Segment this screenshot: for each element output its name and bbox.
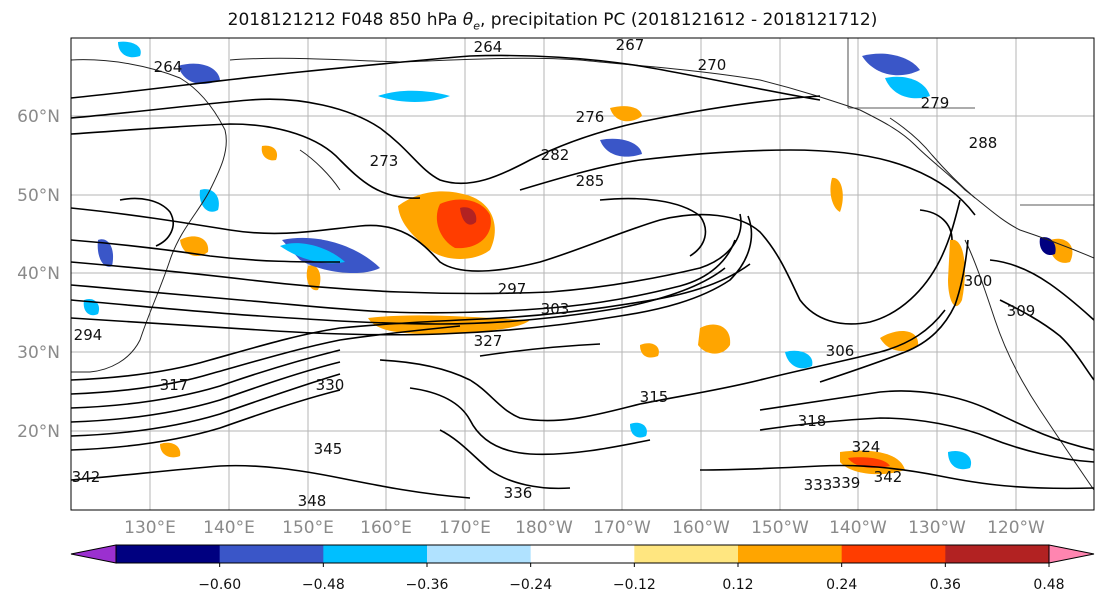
colorbar: −0.60 −0.48 −0.36 −0.24 −0.12 0.12 0.24 0.36 0.4… xyxy=(70,544,1095,593)
colorbar-extend-right xyxy=(1048,544,1095,564)
longitude-label: 120°W xyxy=(987,518,1045,538)
longitude-label: 130°W xyxy=(908,518,966,538)
map-title: 2018121212 F048 850 hPa θe, precipitatio… xyxy=(227,10,878,33)
latitude-labels: 60°N 50°N 40°N 30°N 20°N xyxy=(17,107,60,442)
longitude-label: 140°W xyxy=(829,518,887,538)
longitude-label: 130°E xyxy=(124,518,176,538)
contour-label: 306 xyxy=(826,342,855,360)
contour-label: 294 xyxy=(74,326,103,344)
contour-label: 288 xyxy=(969,134,998,152)
colorbar-tick-label: −0.24 xyxy=(509,577,552,593)
contour-label: 276 xyxy=(576,108,605,126)
map-content xyxy=(71,38,1094,510)
contour-label: 339 xyxy=(832,474,861,492)
colorbar-tick-label: 0.48 xyxy=(1033,577,1064,593)
contour-label-group: 264 264 267 270 273 276 279 282 285 288 294 297 300 3… xyxy=(72,36,1036,510)
colorbar-segment xyxy=(323,545,428,563)
latitude-label: 60°N xyxy=(17,107,60,127)
longitude-label: 170°E xyxy=(439,518,491,538)
contour-label: 264 xyxy=(474,38,503,56)
contour-label: 264 xyxy=(154,58,183,76)
gridlines xyxy=(71,38,1094,510)
latitude-label: 20°N xyxy=(17,422,60,442)
contour-label: 303 xyxy=(541,300,570,318)
contour-label: 345 xyxy=(314,440,343,458)
contour-label: 297 xyxy=(498,280,527,298)
contour-label: 327 xyxy=(474,332,503,350)
contour-label: 309 xyxy=(1007,302,1036,320)
contour-label: 270 xyxy=(698,56,727,74)
longitude-label: 170°W xyxy=(593,518,651,538)
theta-e-contours xyxy=(71,54,1094,499)
colorbar-tick-label: −0.12 xyxy=(613,577,656,593)
contour-label: 324 xyxy=(852,438,881,456)
colorbar-tick-label: −0.36 xyxy=(406,577,449,593)
contour-label: 279 xyxy=(921,94,950,112)
contour-label: 330 xyxy=(316,376,345,394)
contour-label: 300 xyxy=(964,272,993,290)
longitude-labels: 130°E 140°E 150°E 160°E 170°E 180°W 170°W 160°W… xyxy=(124,518,1045,538)
contour-label: 333 xyxy=(804,476,833,494)
colorbar-tick-label: 0.36 xyxy=(930,577,961,593)
colorbar-tick-label: −0.48 xyxy=(302,577,345,593)
colorbar-segment xyxy=(841,545,946,563)
latitude-label: 40°N xyxy=(17,264,60,284)
contour-label: 282 xyxy=(541,146,570,164)
contour-label: 342 xyxy=(72,468,101,486)
colorbar-tick-label: 0.12 xyxy=(722,577,753,593)
colorbar-tick-label: −0.60 xyxy=(198,577,241,593)
latitude-label: 50°N xyxy=(17,186,60,206)
colorbar-segment xyxy=(219,545,324,563)
longitude-label: 140°E xyxy=(203,518,255,538)
boundaries xyxy=(847,38,1094,206)
latitude-label: 30°N xyxy=(17,343,60,363)
longitude-label: 180°W xyxy=(515,518,573,538)
contour-label: 267 xyxy=(616,36,645,54)
colorbar-extend-left xyxy=(70,544,117,564)
colorbar-segment xyxy=(945,545,1050,563)
contour-label: 315 xyxy=(640,388,669,406)
colorbar-segment xyxy=(634,545,739,563)
colorbar-frame xyxy=(115,544,1050,564)
longitude-label: 150°W xyxy=(751,518,809,538)
contour-label: 342 xyxy=(874,468,903,486)
colorbar-tick-label: 0.24 xyxy=(826,577,857,593)
contour-label: 317 xyxy=(160,376,189,394)
colorbar-segment xyxy=(427,545,532,563)
contour-label: 273 xyxy=(370,152,399,170)
longitude-label: 150°E xyxy=(282,518,334,538)
precip-shading xyxy=(83,41,1073,475)
colorbar-segment xyxy=(530,545,635,563)
map-frame xyxy=(70,37,1095,511)
colorbar-segment xyxy=(738,545,843,563)
contour-label: 336 xyxy=(504,484,533,502)
contour-label: 285 xyxy=(576,172,605,190)
contour-label: 318 xyxy=(798,412,827,430)
longitude-label: 160°W xyxy=(672,518,730,538)
contour-label: 348 xyxy=(298,492,327,510)
longitude-label: 160°E xyxy=(360,518,412,538)
colorbar-segment xyxy=(116,545,221,563)
